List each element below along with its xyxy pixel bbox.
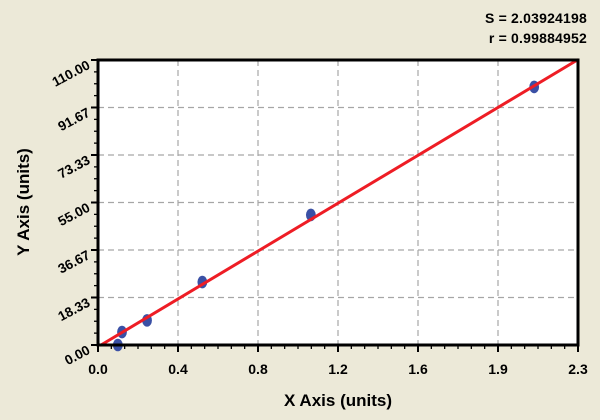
y-axis-title: Y Axis (units) <box>14 148 33 256</box>
stat-r-value: r = 0.99884952 <box>488 30 587 46</box>
y-tick-label: 110.00 <box>50 57 93 89</box>
y-tick-label: 36.67 <box>56 247 93 276</box>
y-tick-label: 18.33 <box>56 295 93 324</box>
x-tick-label: 1.2 <box>328 361 348 377</box>
y-tick-label: 55.00 <box>56 200 93 229</box>
fit-line <box>99 58 579 347</box>
x-tick-label: 2.3 <box>568 361 588 377</box>
stat-s-value: S = 2.03924198 <box>484 10 587 26</box>
x-axis-title: X Axis (units) <box>284 391 392 410</box>
y-tick-label: 73.33 <box>56 152 93 181</box>
y-tick-label: 91.67 <box>56 105 93 134</box>
x-tick-label: 0.8 <box>248 361 268 377</box>
x-tick-label: 0.0 <box>88 361 108 377</box>
x-tick-label: 0.4 <box>168 361 188 377</box>
fit-statistics: S = 2.03924198 r = 0.99884952 <box>485 8 587 48</box>
x-tick-label: 1.6 <box>408 361 428 377</box>
x-tick-label: 1.9 <box>488 361 508 377</box>
